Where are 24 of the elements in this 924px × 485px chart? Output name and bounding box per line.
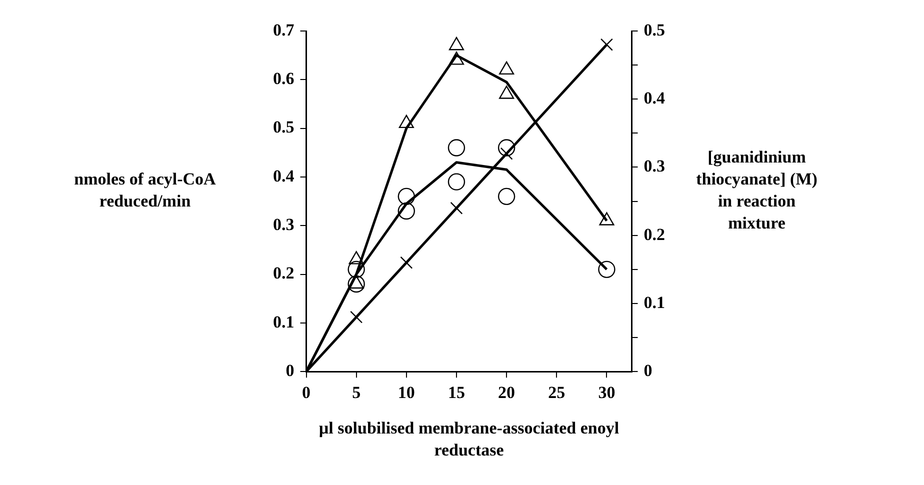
y2-axis-title: [guanidinium thiocyanate] (M) in reaction mixture xyxy=(696,148,818,233)
x-tick-label: 15 xyxy=(448,383,465,402)
y-tick-label: 0.1 xyxy=(273,312,294,332)
x-axis-title: µl solubilised membrane-associated enoyl reductase xyxy=(318,418,620,460)
y2-tick-label: 0.2 xyxy=(644,224,665,244)
y-tick-label: 0.3 xyxy=(273,215,294,234)
y2-tick-label: 0.3 xyxy=(644,156,665,176)
y2-tick-label: 0 xyxy=(644,360,652,380)
x-tick-label: 0 xyxy=(302,383,310,402)
x-tick-label: 25 xyxy=(548,383,566,402)
x-tick-label: 10 xyxy=(398,383,415,402)
y-tick-label: 0.2 xyxy=(273,264,294,283)
x-tick-label: 5 xyxy=(352,383,361,402)
x-tick-label: 20 xyxy=(498,383,516,402)
y-tick-label: 0.7 xyxy=(273,20,295,40)
y-axis-title: nmoles of acyl-CoA reduced/min xyxy=(74,170,217,211)
y2-tick-label: 0.1 xyxy=(644,292,665,312)
y-tick-label: 0 xyxy=(286,360,294,380)
y-tick-label: 0.4 xyxy=(273,166,295,186)
y2-tick-label: 0.5 xyxy=(644,20,665,40)
x-tick-label: 30 xyxy=(598,383,616,402)
y-tick-label: 0.6 xyxy=(273,69,294,88)
y-tick-label: 0.5 xyxy=(273,118,294,137)
y2-tick-label: 0.4 xyxy=(644,88,666,108)
